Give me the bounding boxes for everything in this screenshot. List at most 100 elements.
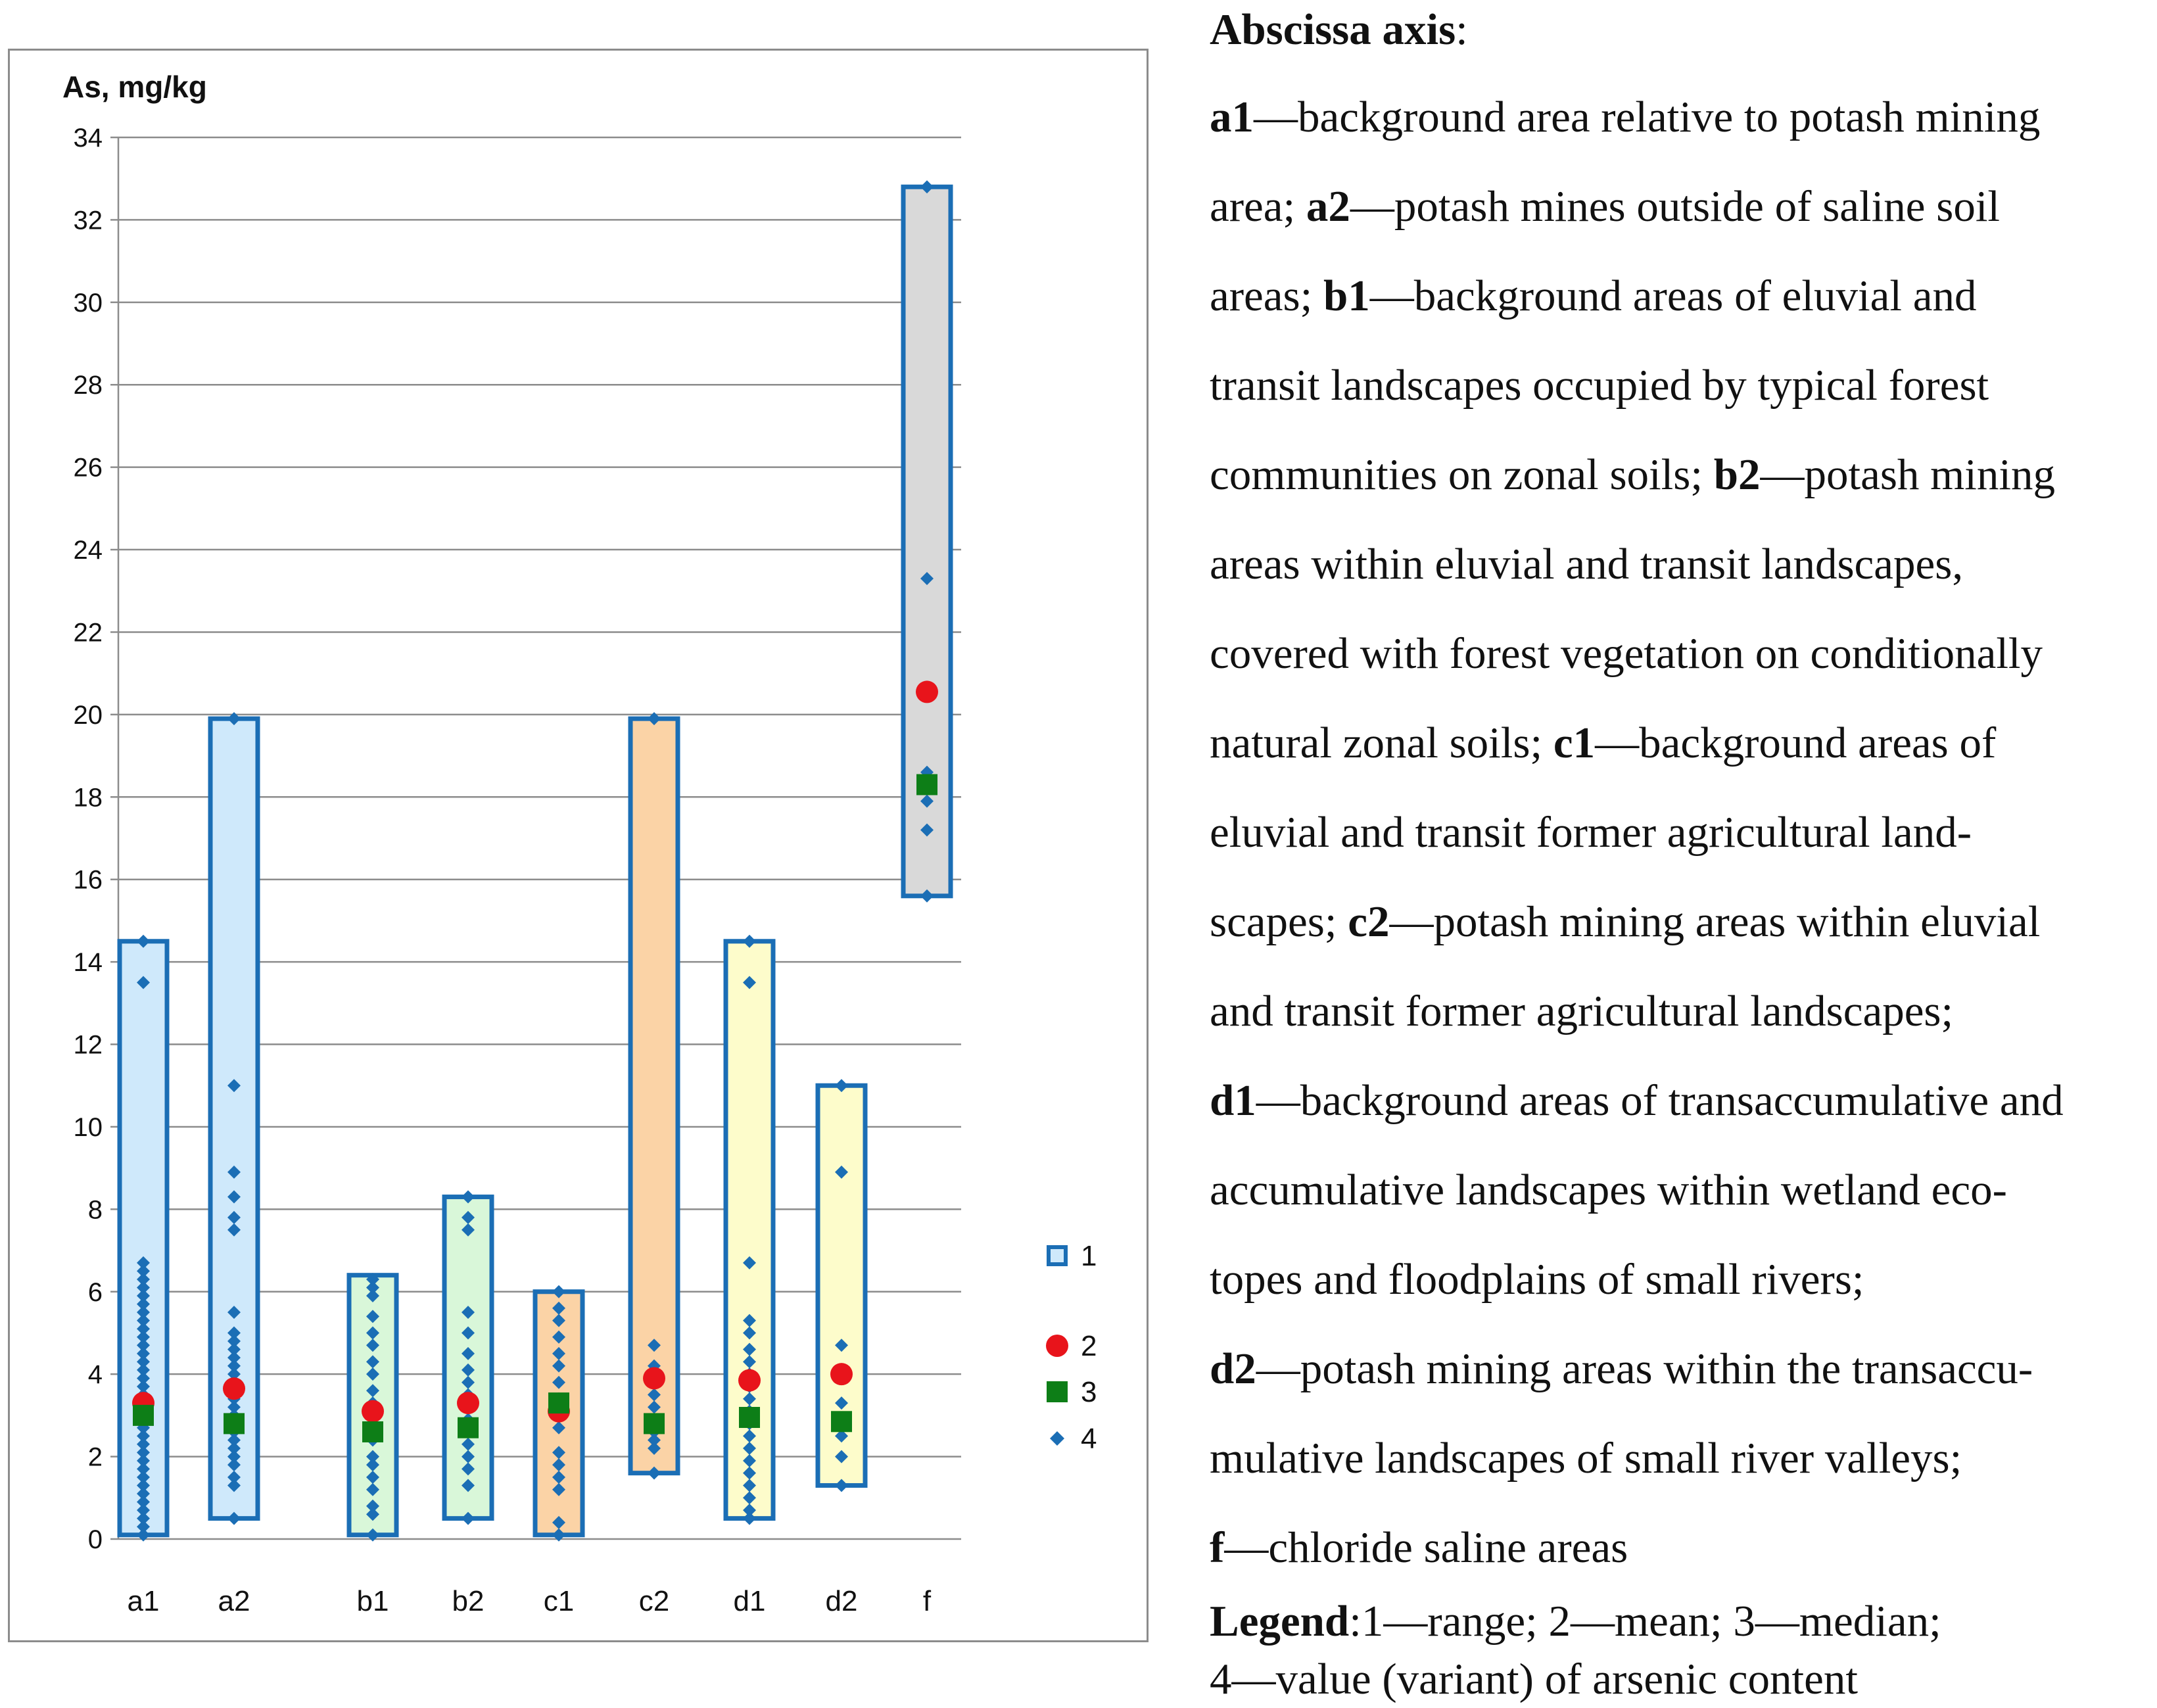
value-point: [227, 1359, 241, 1373]
value-point: [227, 1342, 241, 1356]
value-point: [462, 1363, 475, 1377]
caption-line: area; a2—potash mines outside of saline …: [1210, 185, 2000, 229]
value-point: [743, 1355, 756, 1369]
value-point: [137, 1346, 150, 1360]
value-point: [552, 1346, 565, 1360]
value-point: [137, 1339, 150, 1352]
value-point: [835, 1479, 848, 1492]
value-point: [227, 1351, 241, 1365]
value-point: [743, 1392, 756, 1406]
value-point: [227, 1479, 241, 1492]
value-point: [137, 1495, 150, 1509]
value-point: [462, 1511, 475, 1525]
caption-key: b2: [1713, 450, 1761, 499]
value-point: [835, 1396, 848, 1410]
value-point: [648, 1442, 661, 1456]
value-point: [743, 1326, 756, 1340]
median-marker: [224, 1413, 245, 1435]
x-tick-label: a2: [218, 1585, 250, 1617]
value-point: [743, 1479, 756, 1492]
x-tick-label: c1: [544, 1585, 574, 1617]
y-tick-label: 34: [74, 124, 103, 153]
value-point: [137, 1355, 150, 1369]
value-point: [137, 1363, 150, 1377]
value-point: [552, 1528, 565, 1542]
median-marker: [916, 774, 937, 795]
value-point: [227, 1433, 241, 1447]
value-point: [743, 976, 756, 989]
value-point: [137, 1297, 150, 1311]
value-point: [552, 1375, 565, 1389]
value-point: [227, 1367, 241, 1381]
value-point: [137, 1511, 150, 1525]
y-tick-label: 0: [88, 1525, 103, 1554]
value-point: [920, 180, 934, 194]
legend-value-symbol: [1050, 1431, 1064, 1446]
caption-line: d1—background areas of transaccumulative…: [1210, 1079, 2064, 1123]
value-point: [227, 1511, 241, 1525]
value-point: [137, 1272, 150, 1286]
value-point: [462, 1210, 475, 1224]
value-point: [462, 1462, 475, 1476]
value-point: [462, 1306, 475, 1319]
caption-key: c2: [1348, 897, 1390, 946]
value-point: [462, 1437, 475, 1451]
caption-text: area;: [1210, 182, 1306, 231]
category-d1: d1: [723, 934, 776, 1617]
value-point: [227, 1210, 241, 1224]
caption-line: covered with forest vegetation on condit…: [1210, 632, 2043, 676]
value-point: [366, 1281, 379, 1294]
value-point: [366, 1528, 379, 1542]
value-point: [137, 1330, 150, 1344]
value-point: [366, 1326, 379, 1340]
value-point: [366, 1458, 379, 1472]
caption-key: f: [1210, 1523, 1225, 1572]
value-point: [366, 1470, 379, 1484]
value-point: [743, 1491, 756, 1505]
value-point: [648, 1466, 661, 1480]
value-point: [137, 1470, 150, 1484]
y-tick-label: 12: [74, 1031, 103, 1060]
value-point: [137, 1504, 150, 1517]
value-point: [137, 1446, 150, 1459]
category-f: f: [901, 180, 953, 1617]
y-tick-label: 14: [74, 948, 103, 977]
y-tick-label: 4: [88, 1360, 103, 1389]
value-point: [137, 1479, 150, 1492]
caption-text: accumulative landscapes within wetland e…: [1210, 1166, 2007, 1214]
caption-text: —potash mines outside of saline soil: [1350, 182, 2001, 231]
caption-text: —chloride saline areas: [1224, 1523, 1628, 1572]
value-point: [366, 1339, 379, 1352]
value-point: [462, 1346, 475, 1360]
value-point: [137, 1371, 150, 1385]
caption-text: and transit former agricultural landscap…: [1210, 987, 1954, 1035]
value-point: [366, 1483, 379, 1496]
value-point: [137, 1454, 150, 1467]
value-point: [552, 1314, 565, 1327]
value-point: [552, 1483, 565, 1496]
y-axis-label: As, mg/kg: [62, 70, 207, 104]
x-tick-label: a1: [128, 1585, 160, 1617]
caption-line: areas within eluvial and transit landsca…: [1210, 542, 1963, 586]
value-point: [227, 1326, 241, 1340]
value-point: [648, 1400, 661, 1414]
median-marker: [739, 1407, 760, 1429]
y-tick-label: 20: [74, 701, 103, 730]
category-d2: d2: [815, 1079, 868, 1617]
caption-key: d1: [1210, 1076, 1256, 1125]
value-point: [137, 1281, 150, 1294]
caption-text: —background areas of: [1595, 719, 1997, 767]
value-point: [835, 1450, 848, 1463]
value-point: [552, 1330, 565, 1344]
value-point: [227, 1165, 241, 1179]
legend-text-1: :1—range; 2—mean; 3—median;: [1349, 1597, 1941, 1646]
value-point: [366, 1272, 379, 1286]
value-point: [227, 1190, 241, 1204]
caption-line: a1—background area relative to potash mi…: [1210, 95, 2040, 139]
caption-key: a1: [1210, 93, 1254, 141]
value-point: [137, 1520, 150, 1534]
median-marker: [831, 1411, 852, 1433]
caption-key: d2: [1210, 1344, 1256, 1393]
caption-line: d2—potash mining areas within the transa…: [1210, 1347, 2033, 1391]
